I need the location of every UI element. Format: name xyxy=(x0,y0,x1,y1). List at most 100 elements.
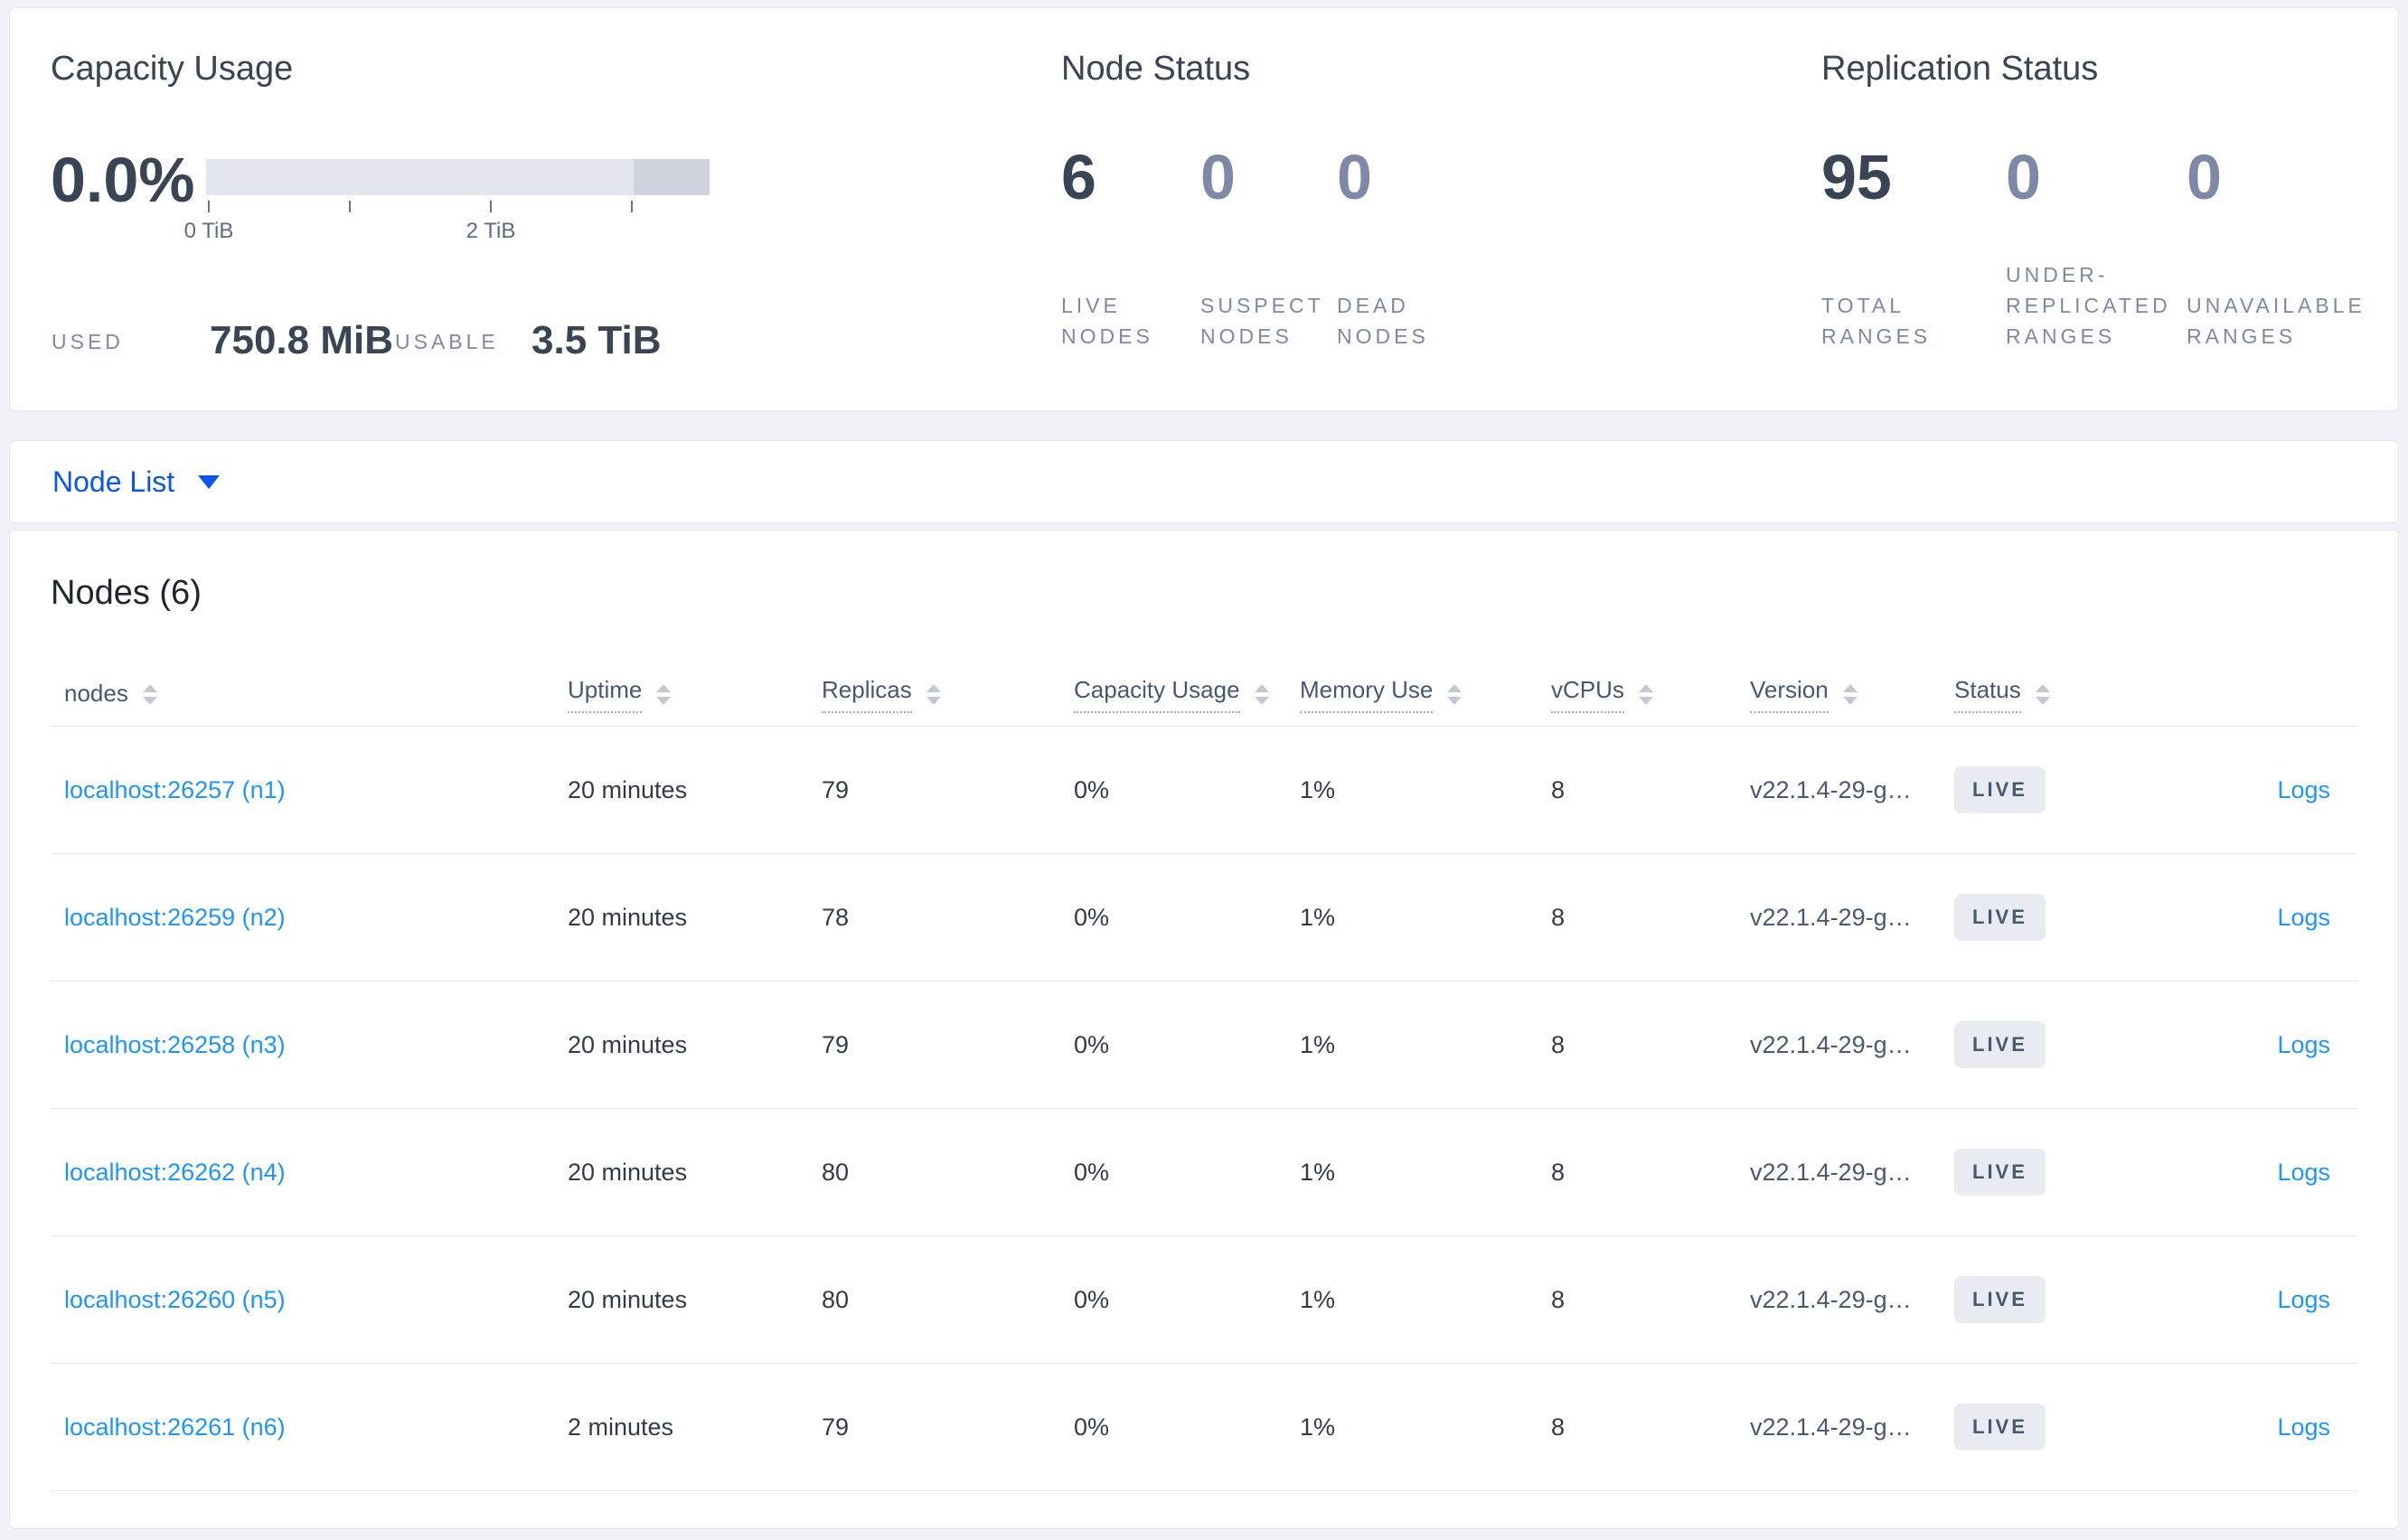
cluster-summary-panel: Capacity Usage 0.0% 0 TiB 2 TiB USED 750… xyxy=(9,7,2399,411)
logs-link[interactable]: Logs xyxy=(2277,1413,2330,1441)
version-cell: v22.1.4-29-g… xyxy=(1750,903,1912,931)
capacity-cell: 0% xyxy=(1074,1158,1110,1186)
replicas-cell: 80 xyxy=(822,1285,850,1313)
logs-cell: Logs xyxy=(2144,776,2357,804)
logs-link[interactable]: Logs xyxy=(2277,1158,2330,1186)
capacity-axis-tick xyxy=(490,201,492,212)
capacity-axis-tick xyxy=(208,201,210,212)
sort-icon xyxy=(2035,684,2050,705)
column-header-memory-use[interactable]: Memory Use xyxy=(1300,676,1551,713)
status-badge: LIVE xyxy=(1954,766,2046,813)
used-value: 750.8 MiB xyxy=(210,318,393,362)
version-cell: v22.1.4-29-g… xyxy=(1750,1030,1912,1058)
live-nodes-stat: 6 LIVE NODES xyxy=(1061,144,1200,352)
node-link[interactable]: localhost:26259 (n2) xyxy=(64,903,286,931)
logs-cell: Logs xyxy=(2144,904,2357,932)
node-link[interactable]: localhost:26261 (n6) xyxy=(64,1413,286,1441)
capacity-cell: 0% xyxy=(1074,1413,1110,1441)
table-row: localhost:26258 (n3) 20 minutes 79 0% 1%… xyxy=(51,981,2357,1109)
status-cell: LIVE xyxy=(1954,1404,2144,1451)
node-cell: localhost:26260 (n5) xyxy=(51,1286,568,1314)
replication-status-title: Replication Status xyxy=(1821,50,2099,88)
status-cell: LIVE xyxy=(1954,1149,2144,1196)
replicas-cell: 79 xyxy=(822,1413,850,1441)
total-ranges-value: 95 xyxy=(1821,142,1892,212)
node-cell: localhost:26258 (n3) xyxy=(51,1031,568,1059)
table-row: localhost:26260 (n5) 20 minutes 80 0% 1%… xyxy=(51,1236,2357,1364)
logs-link[interactable]: Logs xyxy=(2277,903,2330,931)
logs-link[interactable]: Logs xyxy=(2277,775,2330,803)
column-header-uptime[interactable]: Uptime xyxy=(568,676,822,713)
sort-icon xyxy=(656,684,672,705)
status-badge: LIVE xyxy=(1954,894,2046,941)
dead-nodes-stat: 0 DEAD NODES xyxy=(1337,144,1491,352)
vcpus-cell: 8 xyxy=(1551,1158,1566,1186)
sort-icon xyxy=(1254,684,1269,705)
status-badge: LIVE xyxy=(1954,1276,2046,1323)
logs-cell: Logs xyxy=(2144,1413,2357,1441)
status-badge: LIVE xyxy=(1954,1404,2046,1451)
node-link[interactable]: localhost:26258 (n3) xyxy=(64,1030,286,1058)
unavailable-ranges-value: 0 xyxy=(2187,142,2222,212)
vcpus-cell: 8 xyxy=(1551,1030,1566,1058)
vcpus-cell: 8 xyxy=(1551,1413,1566,1441)
capacity-axis-tick-label: 0 TiB xyxy=(183,219,234,243)
nodes-table-header: nodes Uptime Replicas xyxy=(51,663,2357,727)
vcpus-cell: 8 xyxy=(1551,1285,1566,1313)
capacity-axis-tick xyxy=(631,201,633,212)
capacity-used-usable-row: USED 750.8 MiB USABLE 3.5 TiB xyxy=(51,317,774,361)
logs-cell: Logs xyxy=(2144,1159,2357,1187)
uptime-cell: 20 minutes xyxy=(568,1030,688,1058)
status-cell: LIVE xyxy=(1954,1276,2144,1323)
column-header-status[interactable]: Status xyxy=(1954,676,2144,713)
replication-status-section: Replication Status 95 TOTAL RANGES 0 UND… xyxy=(1821,8,2400,410)
capacity-cell: 0% xyxy=(1074,903,1110,931)
capacity-axis-tick xyxy=(349,201,351,212)
replicas-cell: 78 xyxy=(822,903,850,931)
node-status-section: Node Status 6 LIVE NODES 0 SUSPECT NODES… xyxy=(1061,8,1567,410)
column-header-version[interactable]: Version xyxy=(1750,676,1954,713)
logs-link[interactable]: Logs xyxy=(2277,1030,2330,1058)
replicas-cell: 80 xyxy=(822,1158,850,1186)
unavailable-ranges-label: UNAVAILABLE RANGES xyxy=(2187,294,2366,348)
status-badge: LIVE xyxy=(1954,1149,2046,1196)
node-link[interactable]: localhost:26262 (n4) xyxy=(64,1158,286,1186)
version-cell: v22.1.4-29-g… xyxy=(1750,1285,1912,1313)
column-header-capacity-usage[interactable]: Capacity Usage xyxy=(1074,676,1300,713)
capacity-used-percent: 0.0% xyxy=(51,145,195,215)
version-cell: v22.1.4-29-g… xyxy=(1750,1158,1912,1186)
column-header-replicas[interactable]: Replicas xyxy=(822,676,1074,713)
node-link[interactable]: localhost:26260 (n5) xyxy=(64,1285,286,1313)
table-row: localhost:26259 (n2) 20 minutes 78 0% 1%… xyxy=(51,854,2357,981)
node-link[interactable]: localhost:26257 (n1) xyxy=(64,775,286,803)
vcpus-cell: 8 xyxy=(1551,903,1566,931)
total-ranges-label: TOTAL RANGES xyxy=(1821,294,1932,348)
nodes-table-panel: Nodes (6) nodes Uptime Re xyxy=(9,530,2399,1529)
column-header-vcpus[interactable]: vCPUs xyxy=(1551,676,1750,713)
capacity-axis-tick-label: 2 TiB xyxy=(466,219,516,243)
nodes-heading: Nodes (6) xyxy=(51,574,202,612)
status-cell: LIVE xyxy=(1954,1021,2144,1068)
sort-icon xyxy=(142,684,157,705)
replicas-cell: 79 xyxy=(822,1030,850,1058)
capacity-cell: 0% xyxy=(1074,1285,1110,1313)
memory-cell: 1% xyxy=(1300,1285,1336,1313)
caret-down-icon xyxy=(198,474,221,489)
under-replicated-ranges-stat: 0 UNDER-REPLICATED RANGES xyxy=(2006,144,2187,352)
usable-value: 3.5 TiB xyxy=(531,318,662,362)
column-header-nodes[interactable]: nodes xyxy=(51,680,568,709)
logs-link[interactable]: Logs xyxy=(2277,1285,2330,1313)
node-status-stats: 6 LIVE NODES 0 SUSPECT NODES 0 DEAD NODE… xyxy=(1061,144,1491,352)
used-label: USED xyxy=(52,330,124,353)
usable-label: USABLE xyxy=(395,330,499,353)
live-nodes-value: 6 xyxy=(1061,142,1096,212)
nodes-table: nodes Uptime Replicas xyxy=(51,663,2357,1491)
capacity-usage-bar-chart: 0 TiB 2 TiB xyxy=(184,159,710,268)
suspect-nodes-value: 0 xyxy=(1200,142,1236,212)
uptime-cell: 20 minutes xyxy=(568,775,688,803)
node-list-dropdown[interactable]: Node List xyxy=(9,440,2399,523)
memory-cell: 1% xyxy=(1300,775,1336,803)
table-row: localhost:26262 (n4) 20 minutes 80 0% 1%… xyxy=(51,1109,2357,1236)
capacity-cell: 0% xyxy=(1074,1030,1110,1058)
vcpus-cell: 8 xyxy=(1551,775,1566,803)
